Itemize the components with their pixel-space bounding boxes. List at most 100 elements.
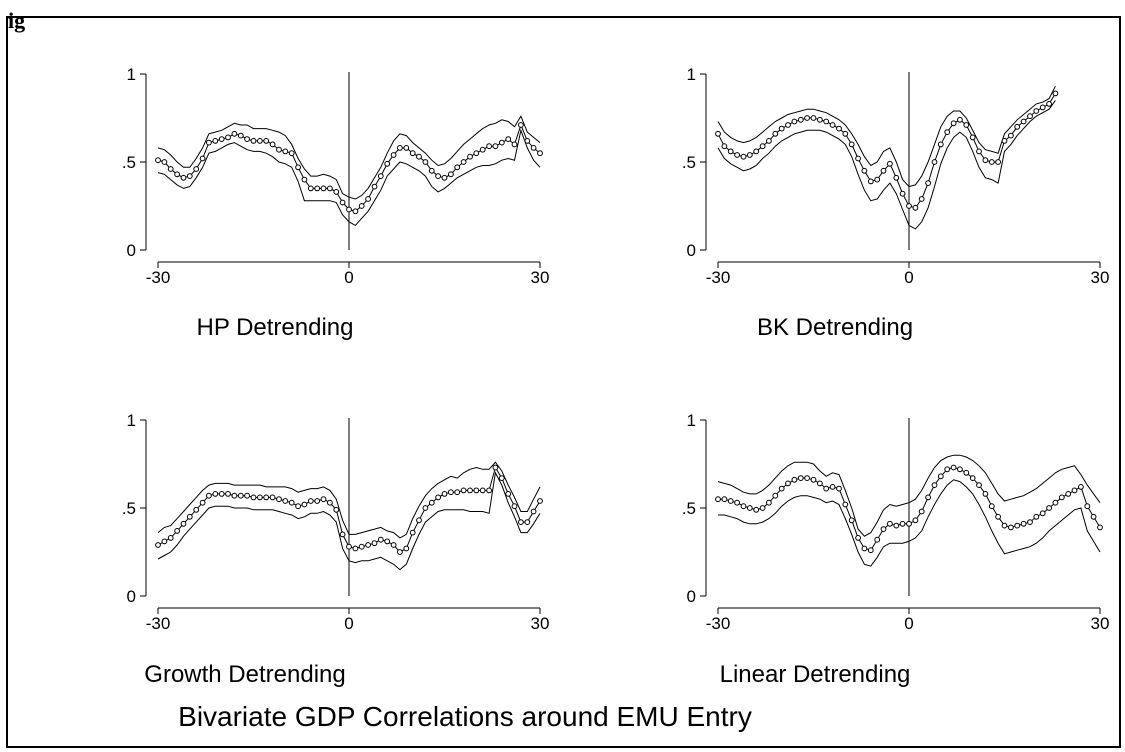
data-point	[1014, 123, 1021, 130]
data-point	[817, 116, 823, 123]
data-point	[352, 545, 359, 552]
data-point	[365, 196, 372, 202]
data-point	[511, 503, 518, 510]
data-point	[1027, 519, 1033, 525]
panel-title: Linear Detrending	[720, 661, 911, 688]
data-point	[218, 491, 225, 497]
y-tick-label: 0	[127, 587, 136, 606]
data-point	[753, 148, 760, 155]
data-point	[448, 489, 454, 496]
data-point	[237, 132, 244, 139]
x-tick-label: 0	[904, 268, 913, 287]
data-point	[772, 130, 779, 137]
data-point	[950, 120, 957, 127]
data-point	[384, 160, 391, 167]
data-point	[193, 506, 200, 513]
data-point	[1014, 522, 1021, 529]
data-point	[276, 146, 282, 153]
y-tick-label: .5	[682, 499, 696, 518]
data-point	[435, 494, 442, 501]
data-point	[880, 526, 887, 532]
data-point	[441, 174, 448, 181]
data-point	[772, 492, 779, 499]
data-point	[155, 157, 161, 164]
data-point	[1008, 524, 1014, 531]
data-point	[295, 503, 302, 510]
data-point	[1046, 101, 1052, 107]
data-point	[263, 138, 270, 144]
data-point	[950, 464, 957, 471]
data-point	[759, 143, 766, 150]
data-point	[422, 159, 429, 165]
data-point	[530, 145, 537, 151]
data-point	[231, 492, 238, 499]
data-point	[269, 494, 276, 501]
data-point	[785, 122, 791, 128]
data-point	[1078, 484, 1084, 490]
data-point	[1071, 487, 1078, 494]
data-point	[740, 153, 747, 160]
y-tick-label: .5	[682, 153, 696, 172]
data-point	[212, 138, 219, 144]
data-point	[906, 203, 912, 209]
data-point	[199, 155, 206, 162]
data-point	[1084, 503, 1091, 510]
data-point	[460, 487, 467, 494]
data-point	[339, 531, 346, 538]
data-point	[206, 139, 212, 146]
figure-frame: ig	[6, 10, 1121, 748]
data-point	[727, 148, 734, 155]
data-point	[925, 180, 931, 187]
data-point	[1020, 118, 1027, 125]
data-point	[727, 498, 734, 504]
data-point	[842, 130, 849, 137]
data-point	[861, 545, 868, 552]
y-tick-label: 0	[687, 241, 696, 260]
data-point	[257, 138, 263, 144]
data-point	[467, 153, 473, 160]
data-point	[244, 136, 251, 143]
data-point	[314, 498, 321, 504]
data-point	[1033, 108, 1040, 114]
data-point	[1097, 524, 1103, 531]
series-line-lower	[157, 128, 541, 227]
data-point	[403, 545, 410, 552]
data-point	[746, 152, 753, 158]
data-point	[925, 494, 931, 501]
data-point	[492, 464, 499, 471]
data-point	[454, 489, 461, 496]
series-line-lower	[718, 479, 1101, 567]
data-point	[937, 473, 944, 480]
x-tick-label: 0	[344, 614, 353, 633]
data-point	[1033, 513, 1040, 520]
data-point	[944, 129, 951, 136]
data-point	[715, 130, 721, 137]
data-point	[537, 498, 543, 504]
data-point	[161, 159, 168, 165]
data-point	[390, 542, 397, 548]
data-point	[473, 150, 480, 157]
data-point	[1090, 513, 1097, 520]
data-point	[174, 528, 181, 534]
data-point	[486, 143, 493, 150]
data-point	[906, 520, 912, 527]
data-point	[721, 496, 728, 503]
data-point	[250, 138, 257, 144]
data-point	[377, 536, 384, 543]
data-point	[225, 491, 231, 497]
y-tick-label: 1	[687, 411, 696, 430]
y-tick-label: 1	[687, 65, 696, 84]
data-point	[237, 492, 244, 499]
data-point	[759, 505, 766, 511]
data-point	[301, 501, 308, 508]
data-point	[409, 150, 416, 157]
data-point	[988, 159, 995, 165]
data-point	[982, 157, 989, 164]
data-point	[186, 513, 193, 520]
data-point	[365, 542, 372, 548]
data-point	[524, 519, 531, 525]
data-point	[301, 176, 308, 183]
x-tick-label: 0	[904, 614, 913, 633]
data-point	[797, 116, 804, 123]
x-tick-label: 30	[1091, 268, 1110, 287]
